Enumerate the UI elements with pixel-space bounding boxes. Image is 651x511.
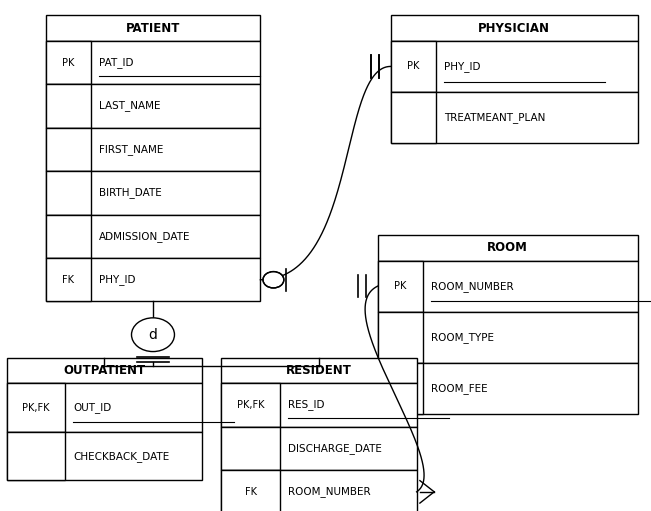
Text: PHY_ID: PHY_ID [444,61,480,72]
Text: PK: PK [62,58,75,67]
Text: ADMISSION_DATE: ADMISSION_DATE [99,231,191,242]
Bar [7,432,65,480]
Bar [7,358,202,383]
Bar [378,363,638,414]
Bar [221,383,280,427]
Bar [378,312,638,363]
Text: RESIDENT: RESIDENT [286,364,352,377]
Text: DISCHARGE_DATE: DISCHARGE_DATE [288,443,381,454]
Text: BIRTH_DATE: BIRTH_DATE [99,188,161,198]
Bar [46,215,91,258]
Text: RES_ID: RES_ID [288,400,324,410]
Text: ROOM_TYPE: ROOM_TYPE [431,332,494,343]
Circle shape [132,318,174,352]
Bar [46,258,91,301]
Bar [7,432,202,480]
Bar [378,261,638,312]
Bar [378,235,638,261]
Bar [391,41,436,92]
Text: ROOM_FEE: ROOM_FEE [431,383,488,394]
Text: PK: PK [407,61,420,72]
Bar [46,171,91,215]
Text: ROOM: ROOM [488,241,528,254]
Text: PHY_ID: PHY_ID [99,274,135,285]
Circle shape [263,272,284,288]
Bar [378,312,423,363]
Bar [378,363,423,414]
Text: PHYSICIAN: PHYSICIAN [478,21,550,35]
Bar [46,15,260,41]
Text: CHECKBACK_DATE: CHECKBACK_DATE [73,451,169,461]
Bar [46,128,260,171]
Text: TREATMEANT_PLAN: TREATMEANT_PLAN [444,112,546,123]
Text: PK,FK: PK,FK [237,400,264,410]
Bar [221,427,417,470]
Bar [391,41,638,92]
Text: OUTPATIENT: OUTPATIENT [63,364,145,377]
Bar [46,128,91,171]
Text: PK,FK: PK,FK [22,403,49,412]
Bar [46,84,260,128]
Bar [46,41,260,84]
Text: LAST_NAME: LAST_NAME [99,101,160,111]
Bar [221,427,280,470]
Bar [46,258,260,301]
Bar [221,470,280,511]
Text: FK: FK [62,275,74,285]
Text: ROOM_NUMBER: ROOM_NUMBER [288,486,370,497]
Bar [7,383,202,432]
Bar [391,92,436,143]
Bar [46,41,91,84]
Bar [391,15,638,41]
Bar [391,92,638,143]
Bar [221,383,417,427]
Text: ROOM_NUMBER: ROOM_NUMBER [431,281,514,292]
Text: PAT_ID: PAT_ID [99,57,133,68]
Text: FK: FK [245,487,256,497]
Bar [7,383,65,432]
Bar [221,470,417,511]
Text: PATIENT: PATIENT [126,21,180,35]
Text: OUT_ID: OUT_ID [73,402,111,413]
Text: FIRST_NAME: FIRST_NAME [99,144,163,155]
Text: d: d [148,328,158,342]
Bar [46,171,260,215]
Bar [46,215,260,258]
Bar [221,358,417,383]
Bar [46,84,91,128]
Bar [378,261,423,312]
Text: PK: PK [394,281,407,291]
